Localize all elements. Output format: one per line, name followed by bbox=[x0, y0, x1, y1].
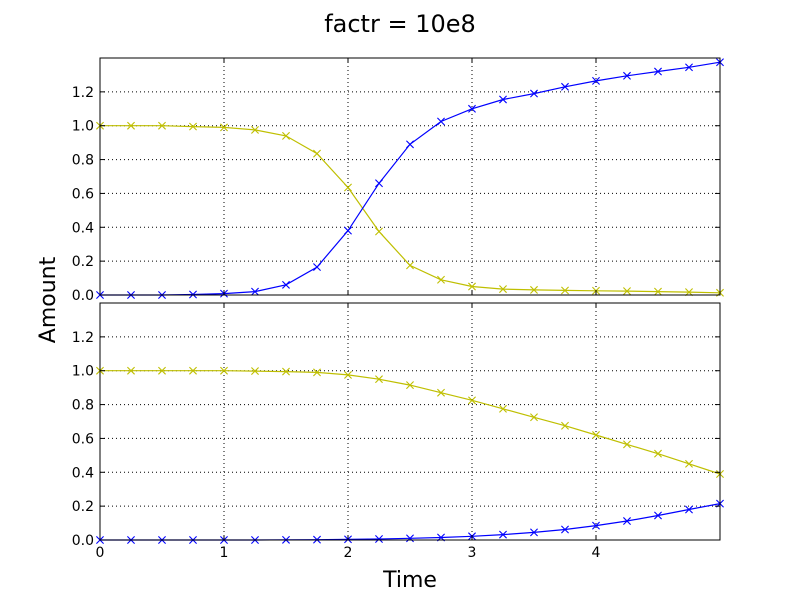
data-point-marker bbox=[313, 263, 321, 272]
data-point-marker bbox=[499, 530, 507, 539]
y-tick-label: 0.0 bbox=[72, 288, 94, 304]
data-point-marker bbox=[499, 95, 507, 104]
data-point-marker bbox=[437, 388, 445, 397]
data-point-marker bbox=[623, 287, 631, 296]
x-tick-label: 4 bbox=[592, 545, 601, 561]
data-point-marker bbox=[158, 121, 166, 130]
y-tick-label: 0.6 bbox=[72, 431, 94, 447]
data-point-marker bbox=[344, 226, 352, 235]
y-tick-label: 1.2 bbox=[72, 330, 94, 346]
y-tick-label: 0.4 bbox=[72, 465, 94, 481]
data-point-marker bbox=[127, 366, 135, 375]
data-point-marker bbox=[282, 367, 290, 376]
data-point-marker bbox=[375, 227, 383, 236]
data-point-marker bbox=[127, 121, 135, 130]
y-tick-label: 0.4 bbox=[72, 220, 94, 236]
data-point-marker bbox=[251, 125, 259, 134]
data-point-marker bbox=[654, 287, 662, 296]
data-point-marker bbox=[313, 149, 321, 158]
y-tick-label: 0.8 bbox=[72, 153, 94, 169]
chart-title: factr = 10e8 bbox=[324, 10, 476, 38]
data-point-marker bbox=[344, 370, 352, 379]
x-tick-label: 1 bbox=[220, 545, 229, 561]
data-point-marker bbox=[623, 517, 631, 526]
series-line-2 bbox=[100, 61, 721, 296]
data-point-marker bbox=[375, 375, 383, 384]
data-point-marker bbox=[158, 366, 166, 375]
data-point-marker bbox=[561, 421, 569, 430]
data-point-marker bbox=[437, 275, 445, 284]
data-point-marker bbox=[468, 282, 476, 291]
data-point-marker bbox=[530, 528, 538, 537]
data-point-marker bbox=[282, 280, 290, 289]
data-point-marker bbox=[592, 521, 600, 530]
axes-frame bbox=[99, 302, 721, 541]
chart-panels: 0.0 0.2 0.4 0.6 0.8 1.0 1.2 0.0 0.2 0.4 0.6 0.8 1.0 1… bbox=[72, 57, 724, 561]
y-tick-label: 0.2 bbox=[72, 499, 94, 515]
panel-top: 0.0 0.2 0.4 0.6 0.8 1.0 1.2 bbox=[72, 57, 724, 304]
y-tick-label: 0.2 bbox=[72, 254, 94, 270]
data-point-marker bbox=[654, 449, 662, 458]
data-point-marker bbox=[623, 71, 631, 80]
data-point-marker bbox=[561, 82, 569, 91]
data-point-marker bbox=[220, 366, 228, 375]
data-point-marker bbox=[220, 123, 228, 132]
data-point-marker bbox=[375, 534, 383, 543]
data-point-marker bbox=[189, 366, 197, 375]
series-line-1 bbox=[100, 125, 721, 294]
y-tick-label: 0.0 bbox=[72, 533, 94, 549]
data-point-marker bbox=[251, 287, 259, 296]
y-axis-label: Amount bbox=[36, 256, 61, 343]
y-tick-label: 0.6 bbox=[72, 186, 94, 202]
data-point-marker bbox=[344, 183, 352, 192]
x-tick-label: 3 bbox=[468, 545, 477, 561]
data-point-marker bbox=[530, 413, 538, 422]
data-point-marker bbox=[561, 286, 569, 295]
data-point-marker bbox=[313, 368, 321, 377]
x-axis-label: Time bbox=[382, 568, 437, 593]
data-point-marker bbox=[468, 396, 476, 405]
data-point-marker bbox=[406, 534, 414, 543]
data-point-marker bbox=[685, 505, 693, 514]
data-point-marker bbox=[530, 89, 538, 98]
data-point-marker bbox=[282, 131, 290, 140]
panel-bottom: 0.0 0.2 0.4 0.6 0.8 1.0 1.2 0 1 2 3 4 bbox=[72, 302, 724, 561]
data-point-marker bbox=[406, 261, 414, 270]
data-point-marker bbox=[499, 285, 507, 294]
data-point-marker bbox=[654, 67, 662, 76]
data-point-marker bbox=[468, 104, 476, 113]
data-point-marker bbox=[561, 525, 569, 534]
data-point-marker bbox=[499, 404, 507, 413]
data-point-marker bbox=[623, 440, 631, 449]
data-point-marker bbox=[685, 459, 693, 468]
x-tick-label: 0 bbox=[96, 545, 105, 561]
data-point-marker bbox=[375, 179, 383, 188]
y-tick-label: 0.8 bbox=[72, 398, 94, 414]
y-tick-label: 1.0 bbox=[72, 119, 94, 135]
data-point-marker bbox=[685, 63, 693, 72]
data-point-marker bbox=[530, 285, 538, 294]
data-point-marker bbox=[406, 140, 414, 149]
data-point-marker bbox=[406, 381, 414, 390]
x-tick-label: 2 bbox=[344, 545, 353, 561]
data-point-marker bbox=[189, 290, 197, 299]
y-tick-label: 1.2 bbox=[72, 85, 94, 101]
y-tick-label: 1.0 bbox=[72, 364, 94, 380]
axes-frame bbox=[99, 57, 721, 296]
data-point-marker bbox=[251, 367, 259, 376]
data-point-marker bbox=[654, 511, 662, 520]
data-point-marker bbox=[189, 122, 197, 131]
series-line-1 bbox=[100, 370, 721, 475]
data-point-marker bbox=[592, 76, 600, 85]
data-point-marker bbox=[592, 431, 600, 440]
data-point-marker bbox=[437, 117, 445, 126]
